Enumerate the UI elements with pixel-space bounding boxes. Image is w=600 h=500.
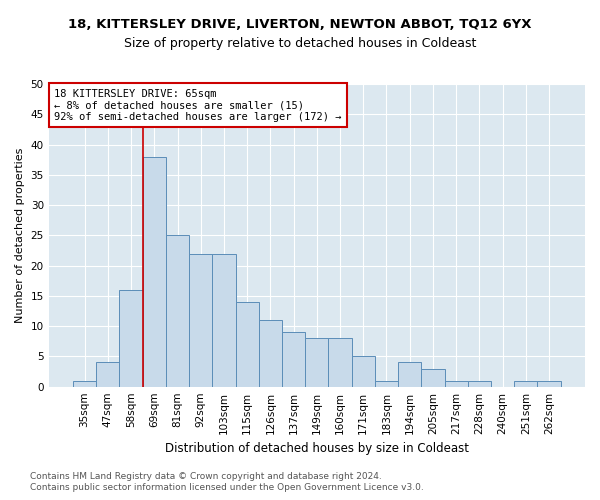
Bar: [282, 332, 305, 386]
Bar: [96, 362, 119, 386]
Text: Contains HM Land Registry data © Crown copyright and database right 2024.: Contains HM Land Registry data © Crown c…: [30, 472, 382, 481]
Bar: [352, 356, 375, 386]
Bar: [538, 380, 560, 386]
Bar: [421, 368, 445, 386]
Bar: [328, 338, 352, 386]
Bar: [73, 380, 96, 386]
Text: Contains public sector information licensed under the Open Government Licence v3: Contains public sector information licen…: [30, 484, 424, 492]
Bar: [259, 320, 282, 386]
Bar: [143, 156, 166, 386]
Bar: [119, 290, 143, 386]
Bar: [445, 380, 468, 386]
Text: 18, KITTERSLEY DRIVE, LIVERTON, NEWTON ABBOT, TQ12 6YX: 18, KITTERSLEY DRIVE, LIVERTON, NEWTON A…: [68, 18, 532, 30]
Bar: [236, 302, 259, 386]
Y-axis label: Number of detached properties: Number of detached properties: [15, 148, 25, 323]
X-axis label: Distribution of detached houses by size in Coldeast: Distribution of detached houses by size …: [165, 442, 469, 455]
Bar: [212, 254, 236, 386]
Bar: [166, 236, 189, 386]
Bar: [305, 338, 328, 386]
Bar: [514, 380, 538, 386]
Bar: [375, 380, 398, 386]
Bar: [468, 380, 491, 386]
Text: Size of property relative to detached houses in Coldeast: Size of property relative to detached ho…: [124, 38, 476, 51]
Bar: [189, 254, 212, 386]
Bar: [398, 362, 421, 386]
Text: 18 KITTERSLEY DRIVE: 65sqm
← 8% of detached houses are smaller (15)
92% of semi-: 18 KITTERSLEY DRIVE: 65sqm ← 8% of detac…: [54, 88, 341, 122]
